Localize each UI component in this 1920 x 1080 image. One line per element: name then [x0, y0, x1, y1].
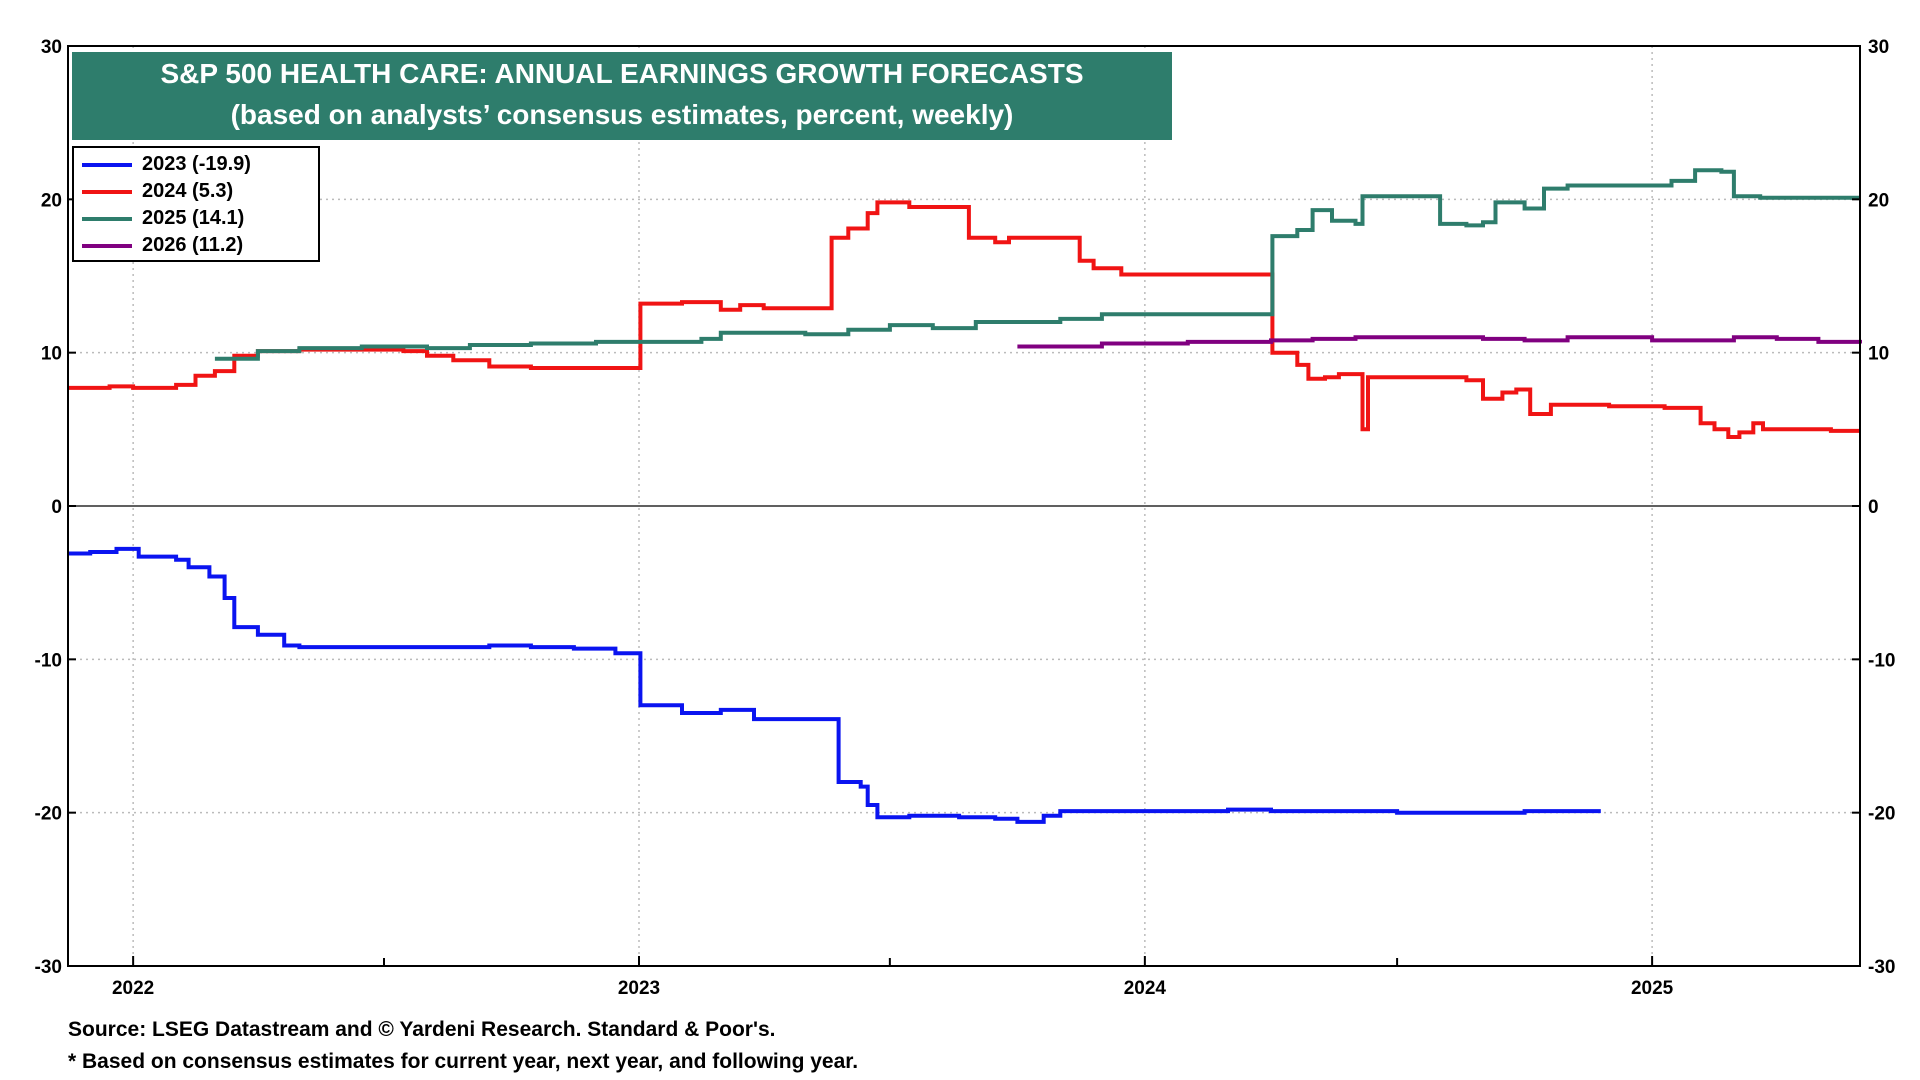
- y-tick-label-left: 30: [41, 37, 62, 58]
- y-tick-label-right: 10: [1868, 344, 1889, 365]
- plot-frame: [67, 45, 1861, 967]
- x-axis-ticks: 2022 2023 2024 2025: [112, 956, 1674, 999]
- source-note: Source: LSEG Datastream and © Yardeni Re…: [68, 1018, 776, 1041]
- series-line-3: [1017, 335, 1862, 349]
- y-tick-label-left: -20: [35, 804, 62, 825]
- legend-item-2023: 2023 (-19.9): [74, 151, 318, 178]
- y-tick-label-right: -10: [1868, 650, 1895, 671]
- legend-item-2026: 2026 (11.2): [74, 232, 318, 259]
- legend-label-2025: 2025 (14.1): [142, 207, 245, 229]
- y-tick-label-right: 30: [1868, 37, 1889, 58]
- legend-swatch-2024: [82, 189, 132, 194]
- x-tick-label: 2025: [1631, 978, 1674, 999]
- legend-item-2024: 2024 (5.3): [74, 178, 318, 205]
- y-tick-label-left: 20: [41, 190, 62, 211]
- series-group: [68, 168, 1862, 824]
- series-line-1: [68, 200, 1860, 439]
- chart-legend: 2023 (-19.9) 2024 (5.3) 2025 (14.1) 2026…: [72, 146, 320, 262]
- y-tick-label-left: -10: [35, 650, 62, 671]
- y-tick-label-left: 0: [51, 497, 62, 518]
- chart-subtitle: (based on analysts’ consensus estimates,…: [230, 99, 1014, 130]
- gridlines: [68, 46, 1860, 966]
- footnote: * Based on consensus estimates for curre…: [68, 1050, 859, 1073]
- series-line-0: [68, 546, 1601, 824]
- series-line-2: [214, 168, 1860, 361]
- y-tick-label-right: 0: [1868, 497, 1879, 518]
- x-tick-label: 2022: [112, 978, 154, 999]
- legend-label-2024: 2024 (5.3): [142, 180, 234, 202]
- legend-label-2023: 2023 (-19.9): [142, 153, 251, 175]
- legend-swatch-2026: [82, 243, 132, 248]
- x-tick-label: 2023: [618, 978, 660, 999]
- legend-swatch-2023: [82, 162, 132, 167]
- y-tick-label-right: 20: [1868, 190, 1889, 211]
- legend-item-2025: 2025 (14.1): [74, 205, 318, 232]
- y-tick-label-right: -30: [1868, 957, 1895, 978]
- legend-swatch-2025: [82, 216, 132, 221]
- chart-title: S&P 500 HEALTH CARE: ANNUAL EARNINGS GRO…: [160, 58, 1084, 89]
- y-tick-label-left: 10: [41, 344, 62, 365]
- x-tick-label: 2024: [1124, 978, 1167, 999]
- chart-title-box: S&P 500 HEALTH CARE: ANNUAL EARNINGS GRO…: [72, 52, 1172, 140]
- legend-label-2026: 2026 (11.2): [142, 234, 244, 256]
- y-tick-label-left: -30: [35, 957, 62, 978]
- y-tick-label-right: -20: [1868, 804, 1895, 825]
